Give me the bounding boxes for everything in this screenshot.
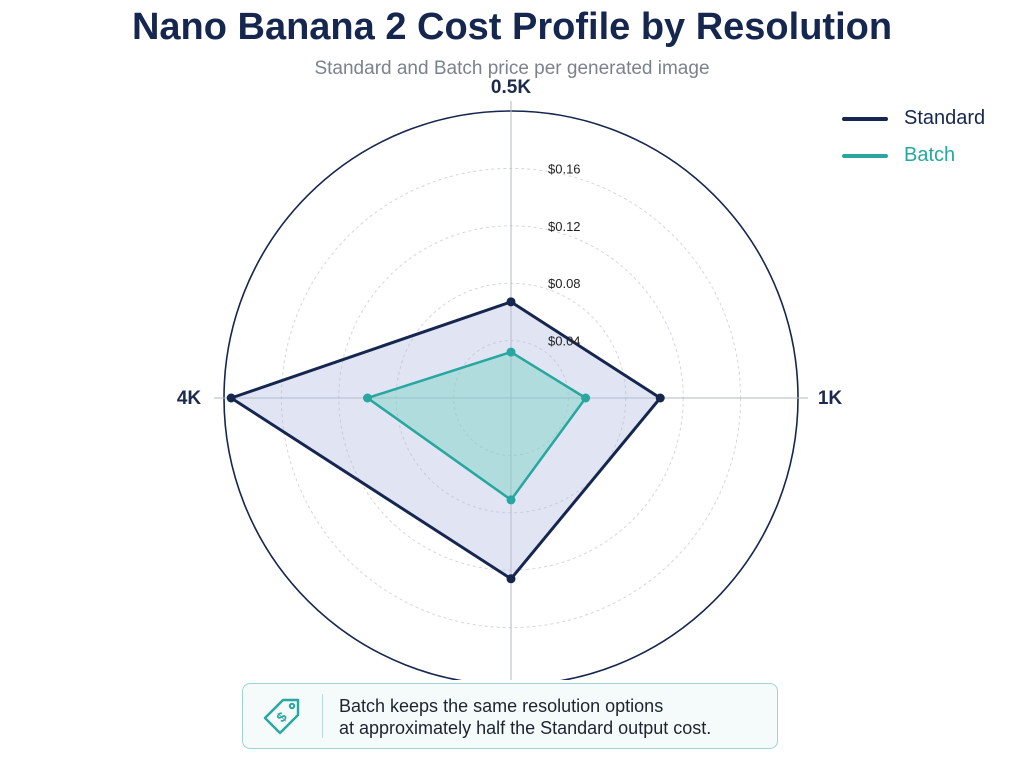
point-batch-2K (506, 495, 516, 505)
point-standard-1K (655, 393, 665, 403)
note-line-2: at approximately half the Standard outpu… (339, 718, 712, 738)
radial-tick-label: $0.08 (548, 276, 581, 291)
axis-label-1K: 1K (818, 388, 843, 409)
point-standard-0.5K (506, 297, 516, 307)
note-text: Batch keeps the same resolution options … (339, 695, 711, 739)
radial-tick-label: $0.16 (548, 161, 581, 176)
legend-label-batch: Batch (904, 144, 956, 166)
point-standard-4K (226, 393, 236, 403)
legend-label-standard: Standard (904, 107, 986, 129)
point-batch-1K (581, 393, 591, 403)
note-divider (322, 694, 323, 738)
legend: Standard Batch (842, 100, 985, 174)
legend-swatch-batch (842, 153, 888, 158)
legend-swatch-standard (842, 116, 888, 121)
radial-tick-label: $0.04 (548, 334, 581, 349)
axis-label-0.5K: 0.5K (491, 77, 531, 98)
svg-text:$: $ (273, 708, 290, 725)
chart-subtitle: Standard and Batch price per generated i… (314, 58, 710, 79)
axis-label-4K: 4K (177, 388, 202, 409)
point-standard-2K (506, 574, 516, 584)
note-line-1: Batch keeps the same resolution options (339, 696, 664, 716)
point-batch-0.5K (506, 347, 516, 357)
radial-tick-label: $0.12 (548, 219, 581, 234)
legend-item-standard[interactable]: Standard (842, 100, 985, 137)
point-batch-4K (363, 393, 372, 403)
radar-chart: $0.04$0.08$0.12$0.160.5K1K2K4K (177, 77, 843, 680)
radar-labels: $0.04$0.08$0.12$0.160.5K1K2K4K (177, 77, 843, 409)
legend-item-batch[interactable]: Batch (842, 137, 985, 174)
price-tag-icon: $ (263, 698, 300, 735)
chart-title: Nano Banana 2 Cost Profile by Resolution (131, 6, 893, 48)
note-box: $ Batch keeps the same resolution option… (242, 683, 778, 749)
radar-series (226, 297, 665, 584)
